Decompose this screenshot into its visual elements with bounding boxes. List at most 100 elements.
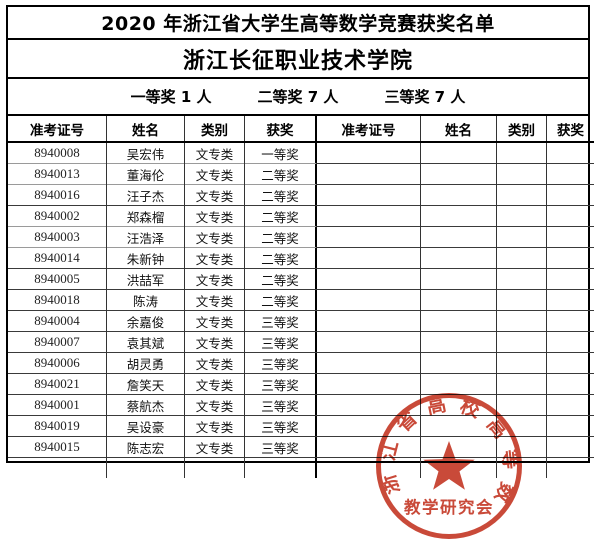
- cell-name: 董海伦: [106, 163, 185, 185]
- cell-id: [8, 457, 107, 478]
- cell-id: [316, 436, 421, 458]
- cell-id: [316, 247, 421, 269]
- cell-id: 8940004: [8, 310, 107, 332]
- table-row: [316, 436, 594, 458]
- cell-award: 三等奖: [244, 331, 316, 353]
- cell-id: 8940001: [8, 394, 107, 416]
- cell-award: [546, 415, 594, 437]
- cell-name: 蔡航杰: [106, 394, 185, 416]
- cell-name: 朱新钟: [106, 247, 185, 269]
- column-header: 类别: [496, 116, 547, 143]
- table-row: 8940019 吴设豪 文专类 三等奖: [8, 415, 316, 437]
- table-row: [316, 163, 594, 185]
- cell-award: 二等奖: [244, 247, 316, 269]
- table-row: 8940001 蔡航杰 文专类 三等奖: [8, 394, 316, 416]
- cell-name: [420, 247, 497, 269]
- table-row: 8940016 汪子杰 文专类 二等奖: [8, 184, 316, 206]
- cell-category: [496, 352, 547, 374]
- summary-second-prize: 二等奖 7 人: [257, 88, 339, 106]
- award-summary: 一等奖 1 人 二等奖 7 人 三等奖 7 人: [8, 79, 588, 116]
- cell-category: 文专类: [184, 436, 245, 458]
- cell-name: 胡灵勇: [106, 352, 185, 374]
- cell-id: 8940006: [8, 352, 107, 374]
- award-table-right: 准考证号 姓名 类别 获奖: [316, 116, 594, 478]
- cell-name: 郑森榴: [106, 205, 185, 227]
- table-row: 8940002 郑森榴 文专类 二等奖: [8, 205, 316, 227]
- cell-award: 二等奖: [244, 226, 316, 248]
- cell-name: [420, 310, 497, 332]
- cell-name: 余嘉俊: [106, 310, 185, 332]
- cell-name: [420, 457, 497, 478]
- column-header: 姓名: [106, 116, 185, 143]
- table-row: 8940014 朱新钟 文专类 二等奖: [8, 247, 316, 269]
- cell-category: [496, 226, 547, 248]
- table-row: 8940008 吴宏伟 文专类 一等奖: [8, 142, 316, 164]
- cell-award: [546, 184, 594, 206]
- table-row: 8940005 洪喆军 文专类 二等奖: [8, 268, 316, 290]
- cell-award: 一等奖: [244, 142, 316, 164]
- table-row: [316, 205, 594, 227]
- cell-id: 8940019: [8, 415, 107, 437]
- cell-award: [546, 268, 594, 290]
- cell-award: [546, 436, 594, 458]
- cell-name: 洪喆军: [106, 268, 185, 290]
- table-row: [316, 373, 594, 395]
- cell-award: [546, 394, 594, 416]
- cell-id: 8940002: [8, 205, 107, 227]
- cell-category: [496, 163, 547, 185]
- cell-category: 文专类: [184, 142, 245, 164]
- cell-award: 二等奖: [244, 205, 316, 227]
- column-header: 类别: [184, 116, 245, 143]
- cell-category: 文专类: [184, 205, 245, 227]
- cell-category: 文专类: [184, 184, 245, 206]
- cell-category: 文专类: [184, 163, 245, 185]
- cell-name: [420, 331, 497, 353]
- cell-id: 8940015: [8, 436, 107, 458]
- table-row: [316, 310, 594, 332]
- cell-category: [496, 184, 547, 206]
- cell-category: 文专类: [184, 352, 245, 374]
- cell-id: [316, 226, 421, 248]
- column-header: 获奖: [244, 116, 316, 143]
- cell-award: [244, 457, 316, 478]
- table-row: 8940021 詹笑天 文专类 三等奖: [8, 373, 316, 395]
- cell-id: [316, 415, 421, 437]
- cell-award: 三等奖: [244, 415, 316, 437]
- cell-award: 三等奖: [244, 352, 316, 374]
- cell-category: [496, 142, 547, 164]
- cell-name: [420, 226, 497, 248]
- cell-name: 吴设豪: [106, 415, 185, 437]
- cell-id: [316, 373, 421, 395]
- table-row: [316, 331, 594, 353]
- cell-name: [420, 415, 497, 437]
- cell-id: 8940018: [8, 289, 107, 311]
- cell-id: 8940003: [8, 226, 107, 248]
- cell-award: [546, 142, 594, 164]
- cell-award: 三等奖: [244, 373, 316, 395]
- cell-award: [546, 163, 594, 185]
- cell-category: 文专类: [184, 268, 245, 290]
- cell-id: [316, 205, 421, 227]
- column-header: 准考证号: [316, 116, 421, 143]
- summary-third-prize: 三等奖 7 人: [384, 88, 466, 106]
- cell-award: 三等奖: [244, 436, 316, 458]
- cell-id: [317, 142, 421, 164]
- cell-id: 8940016: [8, 184, 107, 206]
- summary-first-prize: 一等奖 1 人: [130, 88, 212, 106]
- cell-id: [316, 163, 421, 185]
- cell-name: [420, 373, 497, 395]
- cell-id: 8940008: [34, 145, 80, 160]
- cell-category: 文专类: [184, 373, 245, 395]
- cell-name: [106, 457, 185, 478]
- cell-category: [496, 310, 547, 332]
- cell-name: [420, 289, 497, 311]
- cell-award: 二等奖: [244, 268, 316, 290]
- column-header: 姓名: [420, 116, 497, 143]
- cell-award: [546, 457, 594, 478]
- cell-name: [420, 163, 497, 185]
- cell-id: 8940013: [8, 163, 107, 185]
- cell-name: 詹笑天: [106, 373, 185, 395]
- cell-name: [420, 352, 497, 374]
- cell-category: 文专类: [184, 289, 245, 311]
- table-row: [316, 268, 594, 290]
